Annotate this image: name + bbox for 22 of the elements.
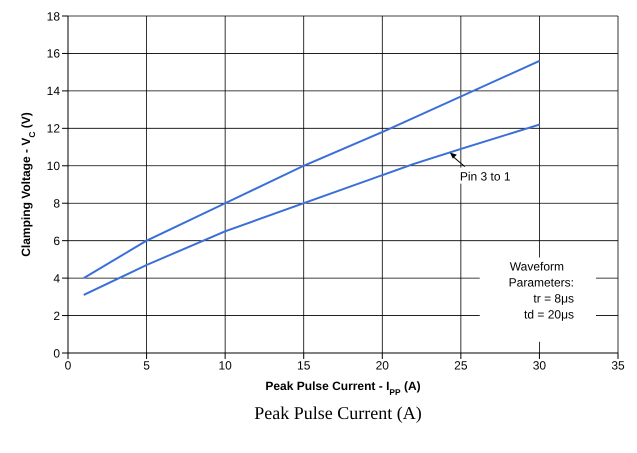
- text: Peak Pulse Current (A): [253, 403, 423, 424]
- x-tick-label: 0: [64, 358, 72, 373]
- x-tick-label: 15: [297, 358, 311, 373]
- y-tick-label: 12: [46, 122, 60, 136]
- y-tick-label: 8: [53, 196, 60, 210]
- y-tick-label: 16: [46, 46, 60, 61]
- x-tick-label: 25: [454, 358, 468, 373]
- x-tick-label: 5: [143, 358, 150, 373]
- x-tick-label: 10: [218, 358, 232, 373]
- x-tick-label: 20: [376, 358, 390, 373]
- y-tick-label: 10: [46, 159, 60, 174]
- annotation: Pin 3 to 1: [460, 170, 511, 184]
- annotation: Waveform Parameters: tr = 8μs td = 20μs: [508, 260, 574, 322]
- x-tick-label: 30: [532, 358, 546, 373]
- y-tick-label: 4: [53, 271, 60, 286]
- y-tick-label: 6: [53, 234, 60, 248]
- y-tick-label: 14: [46, 84, 60, 98]
- x-tick-label: 35: [611, 358, 625, 373]
- y-tick-label: 2: [53, 308, 60, 323]
- y-tick-label: 18: [46, 9, 60, 24]
- x-axis-title: Peak Pulse Current - I$_{PP}$ (A): [265, 379, 421, 397]
- y-tick-label: 0: [53, 346, 60, 360]
